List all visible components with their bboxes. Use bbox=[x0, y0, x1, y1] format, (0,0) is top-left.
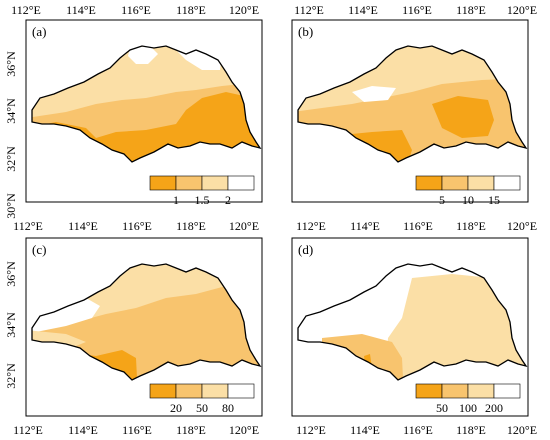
lon-label: 116°E bbox=[121, 3, 151, 17]
lon-label: 120°E bbox=[507, 219, 537, 233]
lon-label: 112°E bbox=[13, 219, 43, 233]
lon-label: 120°E bbox=[229, 219, 259, 233]
lon-label: 116°E bbox=[403, 219, 433, 233]
panel-b-label: (b) bbox=[298, 24, 313, 39]
lon-axis-top-right: 112°E 114°E 116°E 118°E 120°E bbox=[294, 3, 537, 17]
lon-label: 114°E bbox=[348, 3, 378, 17]
panel-d-legend: 50 100 200 bbox=[415, 383, 521, 415]
lon-axis-bottom-right: 112°E 114°E 116°E 118°E 120°E bbox=[296, 423, 537, 437]
lon-label: 120°E bbox=[507, 3, 537, 17]
lon-axis-bottom-left: 112°E 114°E 116°E 118°E 120°E bbox=[13, 423, 259, 437]
lat-label: 30°N bbox=[4, 193, 18, 219]
lon-label: 118°E bbox=[456, 219, 486, 233]
lat-label: 34°N bbox=[4, 312, 18, 338]
lon-label: 112°E bbox=[296, 219, 326, 233]
lon-label: 116°E bbox=[122, 423, 152, 437]
lon-label: 114°E bbox=[350, 423, 380, 437]
panel-d-label: (d) bbox=[298, 242, 313, 257]
lat-axis-bottom: 36°N 34°N 32°N bbox=[4, 261, 18, 389]
lon-label: 112°E bbox=[296, 423, 326, 437]
lat-label: 34°N bbox=[4, 98, 18, 124]
panel-b-legend-tick-2: 10 bbox=[462, 193, 474, 207]
panel-d-legend-tick-2: 100 bbox=[459, 401, 477, 415]
panel-d-legend-tick-3: 200 bbox=[485, 401, 503, 415]
lon-label: 116°E bbox=[402, 3, 432, 17]
panel-b: (b) 5 10 15 bbox=[291, 19, 529, 207]
lon-label: 118°E bbox=[176, 3, 206, 17]
panel-b-legend-tick-1: 5 bbox=[439, 193, 445, 207]
panel-c-label: (c) bbox=[32, 242, 46, 257]
panel-a: (a) 1 1.5 2 bbox=[25, 19, 263, 207]
panel-d-legend-tick-1: 50 bbox=[436, 401, 448, 415]
lon-label: 118°E bbox=[176, 219, 206, 233]
panel-a-legend-tick-1: 1 bbox=[173, 193, 179, 207]
lon-label: 112°E bbox=[294, 3, 324, 17]
lon-label: 120°E bbox=[229, 3, 259, 17]
panel-b-legend-tick-3: 15 bbox=[488, 193, 500, 207]
lon-label: 118°E bbox=[456, 3, 486, 17]
panel-c-legend: 20 50 80 bbox=[149, 383, 255, 415]
lon-axis-top-left: 112°E 114°E 116°E 118°E 120°E bbox=[11, 3, 259, 17]
panel-c: (c) 20 50 80 bbox=[25, 237, 263, 417]
panel-a-legend: 1 1.5 2 bbox=[149, 175, 255, 207]
lat-label: 32°N bbox=[4, 363, 18, 389]
lat-label: 36°N bbox=[4, 261, 18, 287]
lon-label: 120°E bbox=[507, 423, 537, 437]
lon-label: 114°E bbox=[66, 3, 96, 17]
lat-label: 36°N bbox=[4, 51, 18, 77]
lon-label: 114°E bbox=[68, 423, 98, 437]
panel-c-legend-tick-1: 20 bbox=[170, 401, 182, 415]
lat-axis-top: 36°N 34°N 32°N 30°N bbox=[4, 51, 18, 219]
lon-label: 112°E bbox=[11, 3, 41, 17]
lon-label: 116°E bbox=[403, 423, 433, 437]
lon-axis-mid-right: 112°E 114°E 116°E 118°E 120°E bbox=[296, 219, 537, 233]
lat-label: 32°N bbox=[4, 146, 18, 172]
panel-a-legend-tick-3: 2 bbox=[225, 193, 231, 207]
panel-a-legend-tick-2: 1.5 bbox=[195, 193, 210, 207]
lon-label: 116°E bbox=[122, 219, 152, 233]
panel-c-legend-tick-3: 80 bbox=[222, 401, 234, 415]
lon-label: 112°E bbox=[13, 423, 43, 437]
panel-d: (d) 50 100 200 bbox=[291, 237, 529, 417]
lon-label: 120°E bbox=[229, 423, 259, 437]
lon-label: 114°E bbox=[350, 219, 380, 233]
lon-label: 114°E bbox=[68, 219, 98, 233]
panel-b-legend: 5 10 15 bbox=[415, 175, 521, 207]
lon-axis-mid-left: 112°E 114°E 116°E 118°E 120°E bbox=[13, 219, 259, 233]
panel-a-label: (a) bbox=[32, 24, 46, 39]
lon-label: 118°E bbox=[176, 423, 206, 437]
lon-label: 118°E bbox=[456, 423, 486, 437]
panel-c-legend-tick-2: 50 bbox=[196, 401, 208, 415]
